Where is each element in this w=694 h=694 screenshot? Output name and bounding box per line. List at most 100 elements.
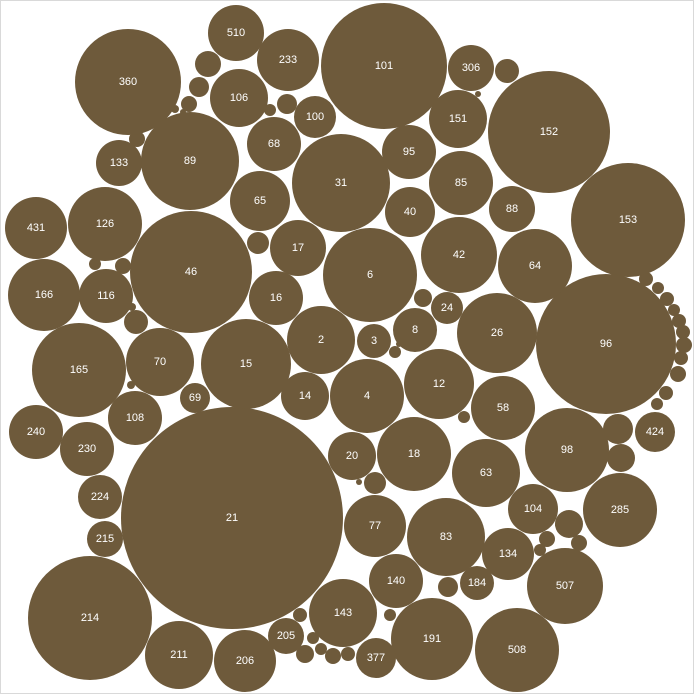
bubble-101 <box>321 3 447 129</box>
bubble-small-21 <box>356 479 362 485</box>
bubble-small-29 <box>555 523 559 527</box>
bubble-42 <box>421 217 497 293</box>
bubble-label-224: 224 <box>91 491 109 503</box>
bubble-label-20: 20 <box>346 450 358 462</box>
bubble-191 <box>391 598 473 680</box>
bubble-108 <box>108 391 162 445</box>
bubble-label-21: 21 <box>226 512 238 524</box>
bubble-21 <box>121 407 343 629</box>
bubble-134 <box>482 528 534 580</box>
bubble-65 <box>230 171 290 231</box>
bubble-label-46: 46 <box>185 266 197 278</box>
bubble-label-63: 63 <box>480 467 492 479</box>
bubble-small-0 <box>195 51 221 77</box>
bubble-small-34 <box>296 645 314 663</box>
bubble-label-24: 24 <box>441 302 453 314</box>
bubble-16 <box>249 271 303 325</box>
bubble-360 <box>75 29 181 135</box>
bubble-377 <box>356 638 396 678</box>
bubble-label-431: 431 <box>27 222 45 234</box>
bubble-4 <box>330 359 404 433</box>
bubble-96 <box>536 274 676 414</box>
bubble-small-22 <box>607 444 635 472</box>
bubble-106 <box>210 69 268 127</box>
bubble-small-43 <box>676 325 690 339</box>
bubble-6 <box>323 228 417 322</box>
bubble-small-38 <box>639 272 653 286</box>
bubble-small-7 <box>115 258 131 274</box>
bubble-small-44 <box>676 337 692 353</box>
bubble-116 <box>79 269 133 323</box>
bubble-306 <box>448 45 494 91</box>
bubble-151 <box>429 90 487 148</box>
bubble-126 <box>68 187 142 261</box>
bubble-510 <box>208 5 264 61</box>
bubble-46 <box>130 211 252 333</box>
bubble-label-14: 14 <box>299 390 311 402</box>
bubble-label-26: 26 <box>491 327 503 339</box>
bubble-206 <box>214 630 276 692</box>
bubble-233 <box>257 29 319 91</box>
bubble-label-12: 12 <box>433 378 445 390</box>
bubble-label-126: 126 <box>96 218 114 230</box>
bubble-20 <box>328 432 376 480</box>
bubble-184 <box>460 566 494 600</box>
bubble-small-47 <box>659 386 673 400</box>
bubble-label-64: 64 <box>529 260 541 272</box>
bubble-98 <box>525 408 609 492</box>
bubble-small-15 <box>475 91 481 97</box>
bubble-133 <box>96 140 142 186</box>
bubble-424 <box>635 412 675 452</box>
bubble-label-152: 152 <box>540 126 558 138</box>
bubble-140 <box>369 554 423 608</box>
bubble-small-30 <box>438 577 458 597</box>
bubble-166 <box>8 259 80 331</box>
bubble-15 <box>201 319 291 409</box>
bubble-small-39 <box>652 282 664 294</box>
bubble-88 <box>489 186 535 232</box>
bubble-small-27 <box>539 531 555 547</box>
bubble-224 <box>78 475 122 519</box>
bubble-small-40 <box>660 292 674 306</box>
bubble-small-31 <box>384 609 396 621</box>
bubble-69 <box>180 383 210 413</box>
bubble-label-95: 95 <box>403 146 415 158</box>
bubble-label-140: 140 <box>387 575 405 587</box>
bubble-label-165: 165 <box>70 364 88 376</box>
bubble-label-15: 15 <box>240 358 252 370</box>
bubble-215 <box>87 521 123 557</box>
bubble-153 <box>571 163 685 277</box>
bubble-2 <box>287 306 355 374</box>
bubble-label-206: 206 <box>236 655 254 667</box>
bubble-small-8 <box>89 258 101 270</box>
bubble-small-18 <box>389 346 401 358</box>
bubble-small-41 <box>668 304 680 316</box>
bubble-small-42 <box>672 314 686 328</box>
bubble-507 <box>527 548 603 624</box>
bubble-label-98: 98 <box>561 444 573 456</box>
bubble-285 <box>583 473 657 547</box>
bubble-70 <box>126 328 194 396</box>
bubble-small-25 <box>555 510 583 538</box>
bubble-label-89: 89 <box>184 155 196 167</box>
bubble-small-11 <box>127 381 135 389</box>
bubble-508 <box>475 608 559 692</box>
bubble-label-85: 85 <box>455 177 467 189</box>
bubble-label-191: 191 <box>423 633 441 645</box>
bubble-label-106: 106 <box>230 92 248 104</box>
bubble-small-35 <box>315 643 327 655</box>
bubble-label-143: 143 <box>334 607 352 619</box>
bubble-small-3 <box>129 131 145 147</box>
bubble-89 <box>141 112 239 210</box>
bubble-label-68: 68 <box>268 138 280 150</box>
bubble-58 <box>471 376 535 440</box>
bubble-label-8: 8 <box>412 324 418 336</box>
bubble-label-510: 510 <box>227 27 245 39</box>
bubble-label-2: 2 <box>318 334 324 346</box>
bubble-label-153: 153 <box>619 214 637 226</box>
bubble-label-507: 507 <box>556 580 574 592</box>
bubble-label-69: 69 <box>189 392 201 404</box>
bubble-label-214: 214 <box>81 612 99 624</box>
bubble-label-240: 240 <box>27 426 45 438</box>
